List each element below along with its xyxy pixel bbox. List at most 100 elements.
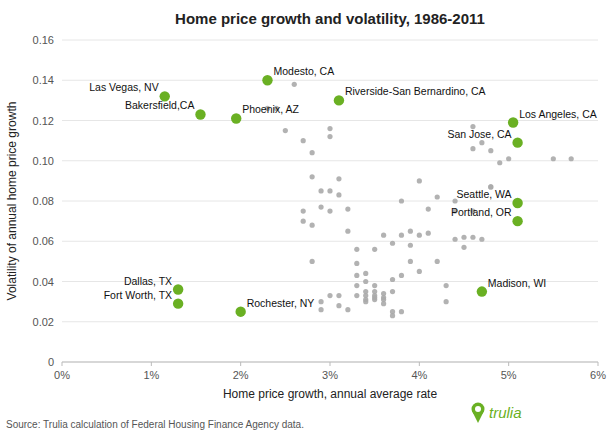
y-tick-label: 0.16 xyxy=(33,34,54,46)
point xyxy=(318,188,323,193)
point xyxy=(345,206,350,211)
highlighted-point xyxy=(477,286,487,296)
x-tick xyxy=(598,362,599,366)
logo-pin xyxy=(472,403,485,416)
point xyxy=(327,134,332,139)
point xyxy=(399,309,404,314)
y-tick-label: 0.08 xyxy=(33,195,54,207)
point xyxy=(569,156,574,161)
point xyxy=(301,219,306,224)
x-tick xyxy=(240,362,241,366)
point xyxy=(283,128,288,133)
x-tick-label: 6% xyxy=(590,369,606,381)
highlighted-point xyxy=(231,113,241,123)
point xyxy=(327,126,332,131)
point-label: Madison, WI xyxy=(488,277,546,289)
highlighted-point xyxy=(512,216,522,226)
point-label: Dallas, TX xyxy=(124,275,172,287)
x-tick-label: 4% xyxy=(411,369,427,381)
highlighted-point xyxy=(195,109,205,119)
highlighted-point xyxy=(235,306,245,316)
point xyxy=(444,299,449,304)
x-tick-label: 1% xyxy=(143,369,159,381)
point xyxy=(381,301,386,306)
x-tick-label: 5% xyxy=(501,369,517,381)
point-label: Portland, OR xyxy=(451,206,512,218)
highlighted-point xyxy=(512,198,522,208)
point-label: Bakersfield,CA xyxy=(125,99,194,111)
point xyxy=(354,247,359,252)
point xyxy=(318,307,323,312)
point xyxy=(336,293,341,298)
point xyxy=(336,192,341,197)
grid-line xyxy=(62,241,598,242)
y-tick-label: 0.12 xyxy=(33,115,54,127)
point xyxy=(408,259,413,264)
point-label: Phoenix, AZ xyxy=(242,103,299,115)
x-tick xyxy=(419,362,420,366)
highlighted-point xyxy=(512,137,522,147)
point xyxy=(488,148,493,153)
point xyxy=(381,291,386,296)
y-tick-label: 0.14 xyxy=(33,74,54,86)
point xyxy=(318,299,323,304)
point xyxy=(399,273,404,278)
point xyxy=(399,198,404,203)
x-tick-label: 2% xyxy=(233,369,249,381)
point xyxy=(470,146,475,151)
point-label: Fort Worth, TX xyxy=(104,289,172,301)
point xyxy=(301,208,306,213)
logo-pin xyxy=(475,406,481,412)
x-tick-label: 3% xyxy=(322,369,338,381)
point xyxy=(301,138,306,143)
point xyxy=(318,204,323,209)
point xyxy=(452,237,457,242)
point xyxy=(417,269,422,274)
y-axis-label: Volatility of annual home price growth xyxy=(5,102,19,301)
point xyxy=(310,150,315,155)
point xyxy=(354,261,359,266)
point xyxy=(354,293,359,298)
point xyxy=(336,176,341,181)
x-tick-label: 0% xyxy=(54,369,70,381)
title: Home price growth and volatility, 1986-2… xyxy=(175,10,485,27)
point xyxy=(470,235,475,240)
point xyxy=(381,233,386,238)
point xyxy=(372,289,377,294)
point xyxy=(354,273,359,278)
point xyxy=(426,231,431,236)
point-label: Seattle, WA xyxy=(457,188,512,200)
point xyxy=(372,247,377,252)
point xyxy=(408,243,413,248)
point xyxy=(310,174,315,179)
highlighted-point xyxy=(334,95,344,105)
point xyxy=(390,313,395,318)
point xyxy=(551,156,556,161)
grid-line xyxy=(62,321,598,322)
point xyxy=(345,229,350,234)
source-note: Source: Trulia calculation of Federal Ho… xyxy=(6,419,304,430)
point xyxy=(390,277,395,282)
point xyxy=(417,178,422,183)
y-tick-label: 0.10 xyxy=(33,155,54,167)
point xyxy=(327,188,332,193)
x-axis-label: Home price growth, annual average rate xyxy=(223,387,437,401)
x-tick xyxy=(151,362,152,366)
points xyxy=(160,75,574,318)
grid-line xyxy=(62,160,598,161)
point xyxy=(310,223,315,228)
point xyxy=(506,156,511,161)
grid-line xyxy=(62,40,598,41)
point xyxy=(435,194,440,199)
point xyxy=(372,283,377,288)
point xyxy=(327,293,332,298)
point xyxy=(426,206,431,211)
logo-text: trulia xyxy=(489,404,522,421)
point xyxy=(327,208,332,213)
point xyxy=(372,295,377,300)
y-tick-label: 0.02 xyxy=(33,316,54,328)
point xyxy=(390,289,395,294)
chart: Home price growth and volatility, 1986-2… xyxy=(0,0,610,434)
point xyxy=(363,271,368,276)
point xyxy=(461,245,466,250)
